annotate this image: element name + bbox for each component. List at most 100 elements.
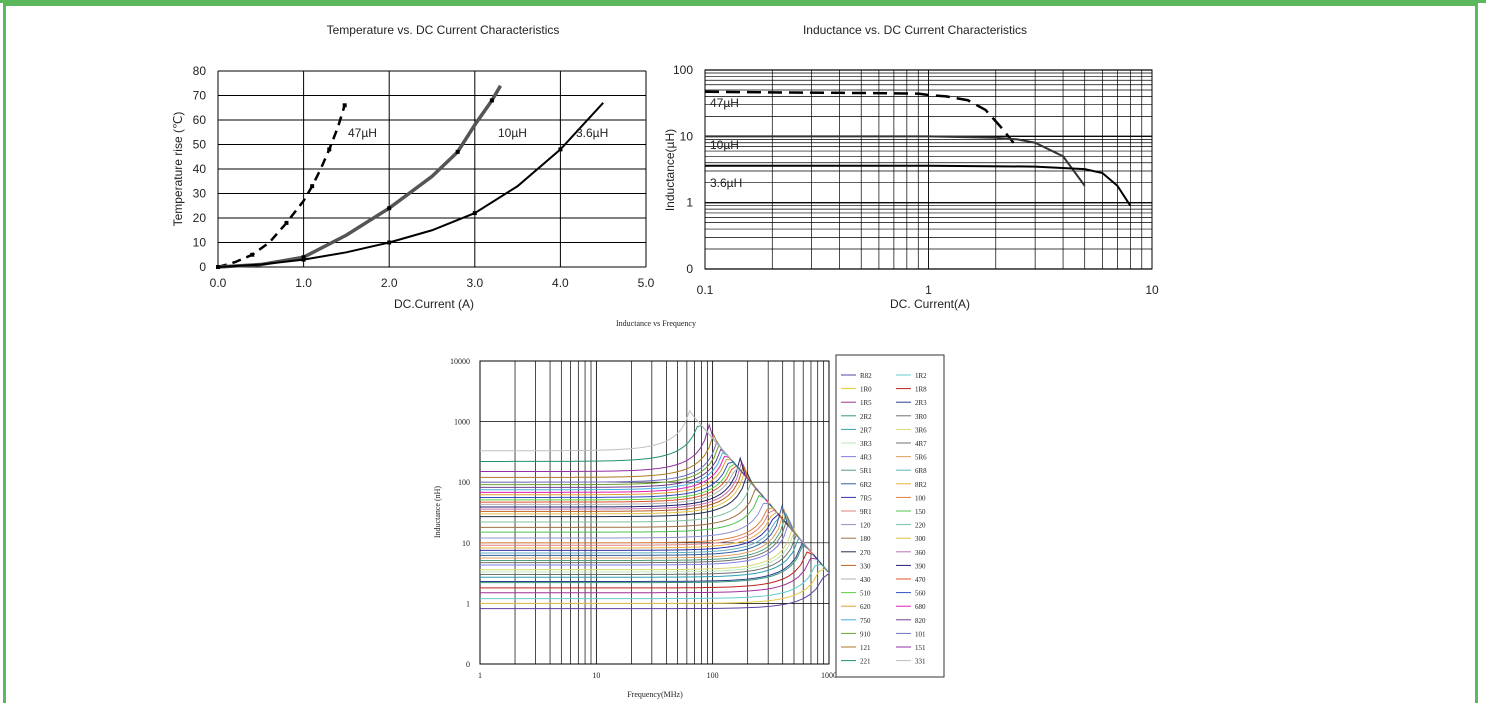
y-tick-label: 10 <box>193 236 207 250</box>
annotation-10uh: 10µH <box>710 138 739 152</box>
series-line-360 <box>480 459 783 519</box>
x-tick-label: 2.0 <box>381 276 398 290</box>
y-tick-label: 60 <box>193 113 207 127</box>
y-tick-label: 100 <box>458 478 470 487</box>
data-point <box>327 147 332 152</box>
legend-label: 6R8 <box>915 467 927 475</box>
legend-label: 1R2 <box>915 372 927 380</box>
series-line-221 <box>480 425 742 471</box>
x-tick-label: 4.0 <box>552 276 569 290</box>
legend-label: 5R6 <box>915 454 927 462</box>
series-line-10h <box>217 84 502 269</box>
y-axis-label: Temperature rise (℃) <box>171 112 185 227</box>
series-line-9r1 <box>480 509 814 555</box>
y-tick-label: 20 <box>193 211 207 225</box>
legend-label: 7R5 <box>860 494 872 502</box>
y-tick-label: 100 <box>673 63 693 77</box>
x-axis-label: Frequency(MHz) <box>627 690 683 699</box>
series-line-3r0 <box>480 532 829 575</box>
x-tick-label: 10 <box>592 671 600 680</box>
series-line-47h <box>217 104 346 269</box>
legend-label: 430 <box>860 576 871 584</box>
annotation-10uh: 10µH <box>498 126 527 140</box>
series-group <box>480 409 829 610</box>
legend-label: 151 <box>915 644 926 652</box>
series-line-750 <box>480 451 766 500</box>
series-line-2r7 <box>480 536 829 578</box>
y-tick-label: 10 <box>680 129 694 143</box>
plot-border <box>479 360 830 665</box>
data-point <box>472 211 477 216</box>
legend-label: 5R1 <box>860 467 872 475</box>
series-line-560 <box>480 461 773 507</box>
data-point <box>310 184 315 189</box>
series-line-120 <box>480 502 808 548</box>
annotation-47uh: 47µH <box>348 126 377 140</box>
data-point <box>301 255 306 260</box>
series-line-390 <box>480 456 781 517</box>
annotation-3-6uh: 3.6µH <box>576 126 608 140</box>
series-line-820 <box>480 448 764 497</box>
legend-label: 470 <box>915 576 926 584</box>
x-axis-label: DC.Current (A) <box>394 297 474 311</box>
x-tick-label: 100 <box>707 671 719 680</box>
chart-frame <box>3 3 1478 703</box>
legend-label: 2R2 <box>860 413 872 421</box>
data-point <box>558 147 563 152</box>
legend-label: 9R1 <box>860 508 872 516</box>
legend-label: 2R7 <box>860 426 872 434</box>
data-point <box>455 149 460 154</box>
legend-label: 4R3 <box>860 454 872 462</box>
y-tick-label: 40 <box>193 162 207 176</box>
legend-label: R82 <box>860 372 872 380</box>
legend-label: 360 <box>915 549 926 557</box>
series-line-36h <box>217 102 604 268</box>
y-tick-label: 0 <box>686 262 693 276</box>
y-tick-label: 1 <box>466 599 470 608</box>
chart-title: Temperature vs. DC Current Characteristi… <box>327 23 560 37</box>
series-line-6r8 <box>480 515 821 563</box>
series-line-100 <box>480 507 812 553</box>
x-tick-label: 3.0 <box>466 276 483 290</box>
legend-label: 101 <box>915 630 926 638</box>
series-line-6r2 <box>480 504 823 565</box>
series-line-3r6 <box>480 526 829 574</box>
y-tick-label: 70 <box>193 89 207 103</box>
legend-label: 510 <box>860 590 871 598</box>
series-line-430 <box>480 467 779 514</box>
series-line-10h <box>705 135 1086 187</box>
legend-label: 3R0 <box>915 413 927 421</box>
x-tick-label: 0.0 <box>210 276 227 290</box>
legend-box <box>835 354 945 678</box>
annotation-3-6uh: 3.6µH <box>710 176 742 190</box>
series-line-680 <box>480 455 768 502</box>
series-line-36h <box>705 164 1132 207</box>
series-line-3r3 <box>480 529 829 574</box>
series-line-620 <box>480 459 771 505</box>
x-tick-label: 1.0 <box>295 276 312 290</box>
series-line-151 <box>480 423 750 482</box>
x-tick-label: 0.1 <box>697 283 714 297</box>
legend-label: 6R2 <box>860 481 872 489</box>
series-line-470 <box>480 465 777 512</box>
x-axis-label: DC. Current(A) <box>890 297 970 311</box>
legend-label: 100 <box>915 494 926 502</box>
legend-label: 910 <box>860 630 871 638</box>
legend-label: 1R0 <box>860 386 872 394</box>
series-line-1r0 <box>480 567 829 604</box>
series-line-121 <box>480 432 756 487</box>
series-line-330 <box>480 463 785 521</box>
y-tick-label: 1000 <box>454 418 470 427</box>
series-line-910 <box>480 444 762 495</box>
legend-label: 2R3 <box>915 399 927 407</box>
series-line-2r2 <box>480 544 829 584</box>
data-point <box>250 252 255 257</box>
series-line-510 <box>480 463 775 510</box>
series-line-47h <box>704 90 1015 144</box>
series-line-101 <box>480 440 760 492</box>
legend-label: 330 <box>860 562 871 570</box>
series-line-2r3 <box>480 542 829 582</box>
legend-label: 560 <box>915 590 926 598</box>
